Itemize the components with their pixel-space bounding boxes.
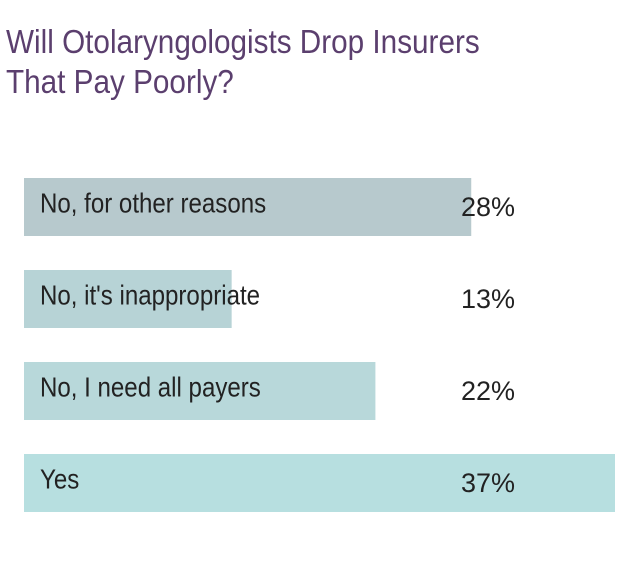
bar xyxy=(24,362,376,420)
bar xyxy=(24,454,615,512)
value-label: 37% xyxy=(461,468,515,498)
value-label: 22% xyxy=(461,376,515,406)
chart-title: Will Otolaryngologists Drop Insurers Tha… xyxy=(6,23,480,100)
category-label: No, for other reasons xyxy=(40,187,266,219)
category-label: Yes xyxy=(40,463,79,495)
value-label: 13% xyxy=(461,284,515,314)
category-label: No, I need all payers xyxy=(40,371,261,403)
category-label: No, it's inappropriate xyxy=(40,279,260,311)
bar xyxy=(24,270,232,328)
value-label: 28% xyxy=(461,192,515,222)
bar xyxy=(24,178,472,236)
